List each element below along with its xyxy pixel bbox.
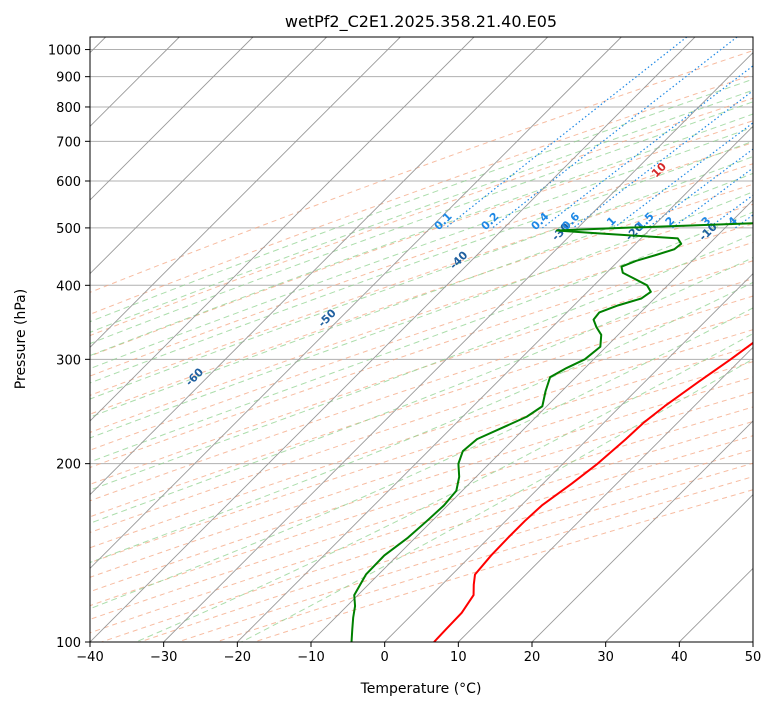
dry-adiabat-line (90, 203, 753, 433)
isotherm-line (310, 199, 753, 642)
moist-adiabat-line (135, 333, 753, 642)
dry-adiabat-line (90, 163, 753, 396)
x-tick-label: 40 (671, 650, 688, 665)
y-tick-label: 600 (56, 175, 81, 190)
moist-adiabat-line (90, 257, 753, 524)
isotherm-line (90, 37, 696, 642)
y-tick-label: 500 (56, 222, 81, 237)
plot-background (90, 37, 753, 642)
moist-adiabats (90, 78, 753, 642)
x-tick-label: −10 (297, 650, 324, 665)
isotherm-line (531, 420, 753, 642)
y-tick-label: 900 (56, 71, 81, 86)
moist-adiabat-line (90, 78, 753, 323)
x-tick-label: 50 (745, 650, 762, 665)
x-tick-label: 20 (524, 650, 541, 665)
moist-adiabat-line (90, 211, 753, 463)
moist-adiabat-line (90, 233, 753, 491)
chart-title: wetPf2_C2E1.2025.358.21.40.E05 (285, 12, 557, 32)
y-tick-label: 200 (56, 458, 81, 473)
isotherm-line (384, 273, 753, 642)
isotherm-label: -70 (49, 425, 72, 448)
dry-adiabat-line (90, 295, 753, 518)
moist-adiabat-line (90, 156, 753, 400)
isotherm-line (90, 37, 475, 422)
dry-adiabat-line (90, 345, 753, 564)
isotherm-line (90, 37, 548, 496)
dry-adiabat-line (90, 97, 753, 337)
dry-adiabat-line (90, 376, 753, 593)
isotherm-line (90, 37, 622, 569)
dry-adiabat-line (90, 50, 753, 293)
isotherms (90, 37, 753, 642)
mixing-ratio-line (572, 89, 753, 229)
plot-frame (89, 36, 754, 643)
profile-lines (350, 222, 753, 642)
y-tick-label: 800 (56, 101, 81, 116)
x-axis-label: Temperature (°C) (360, 681, 482, 697)
moist-adiabat-line (90, 89, 753, 333)
x-tick-label: 10 (450, 650, 467, 665)
y-tick-label: 1000 (48, 44, 81, 59)
isotherm-line (237, 125, 753, 642)
y-tick-label: 300 (56, 353, 81, 368)
y-axis-label: Pressure (hPa) (13, 289, 29, 389)
dry-adiabat-line (90, 183, 753, 415)
isotherm-line (90, 37, 254, 201)
dry-adiabat-line (90, 329, 753, 549)
temperature-profile-line (433, 341, 753, 642)
dry-adiabat-line (90, 241, 753, 469)
axes: −40 −30 −20 −10 0 10 20 30 40 50 100 200 300 400 500 60… (48, 44, 761, 665)
dewpoint-profile-line (350, 222, 753, 642)
moist-adiabat-line (90, 126, 753, 370)
mixing-ratio-line (542, 65, 753, 229)
isotherm-line (163, 52, 753, 642)
x-tick-label: −40 (76, 650, 103, 665)
x-tick-label: 30 (597, 650, 614, 665)
isotherm-line (458, 346, 753, 642)
isotherm-line (605, 494, 753, 642)
x-tick-label: 0 (381, 650, 389, 665)
mixing-ratio-label: 6 (764, 214, 775, 229)
dry-adiabat-line (90, 74, 753, 315)
grid-lines (90, 49, 753, 642)
moist-adiabat-line (90, 281, 753, 564)
isotherm-line (90, 37, 401, 348)
moist-adiabat-line (90, 113, 753, 357)
y-tick-label: 700 (56, 135, 81, 150)
x-tick-label: −20 (224, 650, 251, 665)
y-tick-label: 100 (56, 636, 81, 651)
isotherm-line (90, 37, 327, 275)
isotherm-line (752, 641, 753, 642)
x-tick-label: −30 (150, 650, 177, 665)
dry-adiabat-line (90, 142, 753, 377)
dry-adiabat-line (90, 391, 753, 607)
moist-adiabat-line (90, 172, 753, 418)
y-tick-label: 400 (56, 279, 81, 294)
mixing-ratio-line (672, 167, 753, 229)
moist-adiabat-line (241, 358, 753, 642)
